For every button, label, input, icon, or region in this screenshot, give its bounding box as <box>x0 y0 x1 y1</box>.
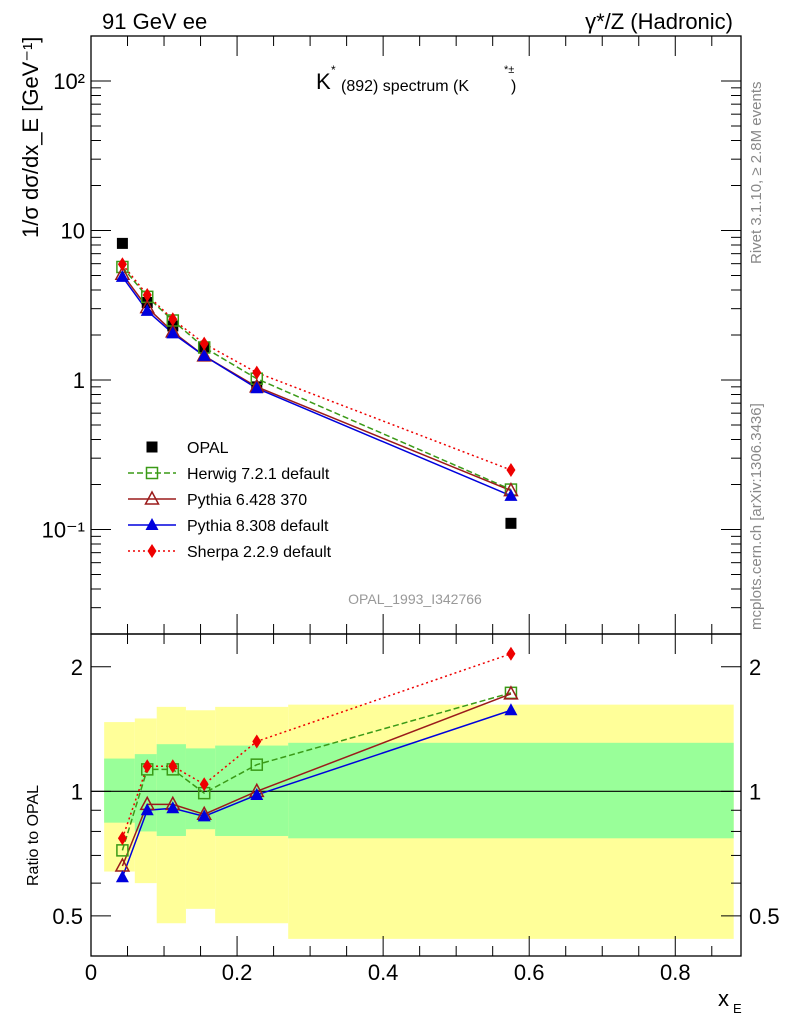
side-label-rivet-text: Rivet 3.1.10, ≥ 2.8M events <box>748 82 765 265</box>
upper-data-point-sherpa-2-2-9-default <box>142 288 152 303</box>
upper-panel: 10⁻¹ 1 10 10² <box>42 35 742 635</box>
side-label-rivet: Rivet 3.1.10, ≥ 2.8M events <box>748 82 765 265</box>
upper-data-point-sherpa-2-2-9-default <box>199 336 209 351</box>
ratio-series-line-herwig-7-2-1-default <box>121 692 512 851</box>
upper-data-point-pythia-8-308-default <box>197 348 211 361</box>
ratio-data-point-pythia-8-308-default <box>197 809 211 822</box>
y-tick-label: 10² <box>53 69 85 94</box>
uncertainty-band-inner <box>288 742 734 839</box>
upper-ylabel-text: 1/σ dσ/dx_E [GeV⁻¹] <box>18 37 43 238</box>
x-tick-label: 0.8 <box>660 960 691 985</box>
y-tick-label: 0.5 <box>52 904 83 929</box>
upper-chart-title: K * (892) spectrum (K *± ) <box>316 63 516 95</box>
upper-data-point-sherpa-2-2-9-default <box>117 257 127 272</box>
ratio-data-point-sherpa-2-2-9-default <box>142 759 152 774</box>
ratio-data-point-sherpa-2-2-9-default <box>506 646 516 661</box>
y-tick-label: 1 <box>73 368 85 393</box>
legend: OPAL Herwig 7.2.1 default Pythia 6.428 370… <box>128 440 332 561</box>
header-left-title: 91 GeV ee <box>102 9 207 34</box>
x-tick-label: 0.2 <box>222 960 253 985</box>
upper-data-point-pythia-8-308-default <box>115 269 129 282</box>
analysis-watermark: OPAL_1993_I342766 <box>348 591 482 607</box>
upper-data-point-pythia-8-308-default <box>250 381 264 394</box>
y-tick-label: 10⁻¹ <box>42 518 85 543</box>
y-tick-label-right: 0.5 <box>749 904 780 929</box>
ratio-data-point-sherpa-2-2-9-default <box>117 831 127 846</box>
ratio-data-point-pythia-8-308-default <box>504 703 518 716</box>
lower-frame <box>90 633 742 957</box>
side-label-mcplots-text: mcplots.cern.ch [arXiv:1306.3436] <box>748 403 765 630</box>
side-label-mcplots: mcplots.cern.ch [arXiv:1306.3436] <box>748 403 765 630</box>
ratio-data-point-pythia-8-308-default <box>140 803 154 816</box>
upper-data-point-pythia-8-308-default <box>140 303 154 316</box>
lower-panel: 0.5 0.5 1 1 2 2 0 0.2 0.4 0.6 0.8 <box>52 633 780 985</box>
lower-ylabel: Ratio to OPAL <box>25 785 42 886</box>
upper-data-point-pythia-8-308-default <box>504 488 518 501</box>
xlabel-subscript: E <box>733 1001 742 1016</box>
x-tick-label: 0.6 <box>514 960 545 985</box>
y-tick-label: 10 <box>61 219 85 244</box>
ratio-data-point-sherpa-2-2-9-default <box>199 777 209 792</box>
ratio-data-point-pythia-8-308-default <box>166 801 180 814</box>
x-tick-label: 0.4 <box>368 960 399 985</box>
legend-marker-sherpa-2-2-9-default <box>147 544 157 558</box>
upper-series-line-sherpa-2-2-9-default <box>121 263 512 471</box>
upper-data-point-sherpa-2-2-9-default <box>506 463 516 478</box>
ratio-data-point-pythia-6-428-370 <box>503 685 519 700</box>
upper-data-point-opal <box>505 517 517 529</box>
x-tick-label: 0 <box>85 960 97 985</box>
title-superscript: *± <box>504 64 514 76</box>
upper-series-line-pythia-8-308-default <box>121 276 512 497</box>
header-right-title: γ*/Z (Hadronic) <box>585 9 733 34</box>
y-tick-label-right: 2 <box>749 655 761 680</box>
upper-data-point-pythia-8-308-default <box>166 326 180 339</box>
uncertainty-band-inner <box>156 744 186 836</box>
legend-label-sherpa-2-2-9-default: Sherpa 2.2.9 default <box>187 544 332 561</box>
y-tick-label: 1 <box>71 779 83 804</box>
lower-ylabel-text: Ratio to OPAL <box>25 785 42 886</box>
xlabel-main: x <box>718 986 729 1011</box>
title-close-paren: ) <box>511 78 516 95</box>
ratio-data-point-sherpa-2-2-9-default <box>252 734 262 749</box>
ratio-data-point-herwig-7-2-1-default <box>250 758 264 771</box>
legend-label-opal: OPAL <box>187 440 229 457</box>
legend-marker-herwig-7-2-1-default <box>145 466 159 480</box>
ratio-series-line-sherpa-2-2-9-default <box>121 653 512 839</box>
upper-data-point-sherpa-2-2-9-default <box>168 312 178 327</box>
legend-label-herwig-7-2-1-default: Herwig 7.2.1 default <box>187 466 330 483</box>
upper-data-point-sherpa-2-2-9-default <box>252 365 262 380</box>
y-tick-label: 2 <box>71 655 83 680</box>
title-k-star: * <box>331 63 336 77</box>
legend-label-pythia-6-428-370: Pythia 6.428 370 <box>187 492 307 509</box>
legend-label-pythia-8-308-default: Pythia 8.308 default <box>187 518 329 535</box>
upper-ylabel: 1/σ dσ/dx_E [GeV⁻¹] <box>18 37 43 238</box>
legend-marker-pythia-6-428-370 <box>144 490 160 505</box>
upper-data-point-opal <box>116 237 128 249</box>
uncertainty-band-inner <box>104 758 135 823</box>
ratio-data-point-pythia-8-308-default <box>115 870 129 883</box>
ratio-data-point-pythia-8-308-default <box>250 787 264 800</box>
lower-xlabel: x E <box>718 986 742 1016</box>
ratio-series-line-pythia-8-308-default <box>121 709 512 878</box>
y-tick-label-right: 1 <box>749 779 761 804</box>
legend-marker-opal <box>146 441 158 453</box>
title-rest: (892) spectrum (K <box>341 78 469 95</box>
legend-marker-pythia-8-308-default <box>145 518 159 530</box>
upper-series-line-herwig-7-2-1-default <box>121 266 512 491</box>
upper-series-line-pythia-6-428-370 <box>121 273 512 492</box>
ratio-data-point-sherpa-2-2-9-default <box>168 759 178 774</box>
title-k-symbol: K <box>316 69 331 94</box>
